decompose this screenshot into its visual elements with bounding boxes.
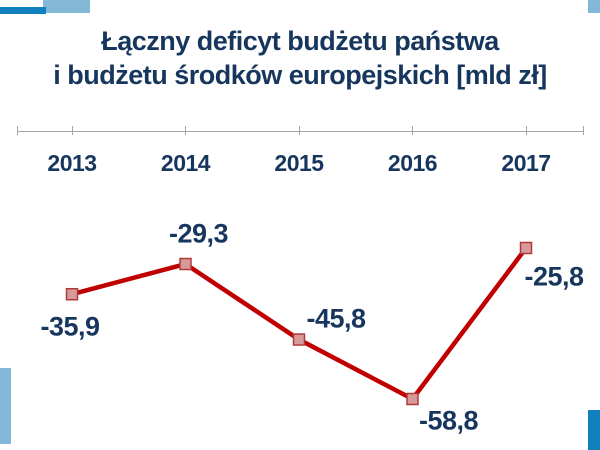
data-label-2016: -58,8 [418, 405, 479, 436]
data-point-marker-2015 [292, 333, 306, 346]
decor-top-right-square [588, 0, 600, 13]
x-axis-tick [298, 126, 300, 135]
data-point-marker-2014 [179, 257, 192, 271]
chart-title: Łączny deficyt budżetu państwa i budżetu… [0, 24, 600, 92]
deficit-series-line [71, 246, 528, 402]
x-axis-tick [582, 126, 584, 135]
data-point-marker-2016 [406, 392, 419, 406]
x-axis-tick [16, 126, 18, 135]
decor-top-left-dark-bar [0, 7, 46, 14]
data-label-2014: -29,3 [168, 218, 229, 249]
data-point-marker-2013 [65, 287, 79, 301]
x-axis-tick [525, 126, 527, 135]
chart-title-line1: Łączny deficyt budżetu państwa [101, 26, 499, 56]
data-label-2015: -45,8 [306, 303, 366, 334]
x-axis-tick [71, 126, 73, 135]
x-axis-label-2013: 2013 [47, 150, 97, 176]
decor-top-left-light-bar [43, 0, 90, 13]
chart-title-line2: i budżetu środków europejskich [mld zł] [53, 60, 547, 90]
x-axis-label-2017: 2017 [501, 150, 551, 176]
x-axis-label-2016: 2016 [387, 150, 438, 176]
data-label-2013: -35,9 [40, 311, 100, 342]
decor-bottom-right-bar [588, 410, 600, 450]
x-axis-tick [185, 126, 186, 135]
x-axis-tick [412, 126, 413, 135]
x-axis-label-2015: 2015 [274, 150, 324, 176]
x-axis-label-2014: 2014 [160, 150, 211, 176]
decor-bottom-left-bar [0, 368, 11, 444]
x-axis-line [17, 131, 583, 132]
data-point-marker-2017 [519, 241, 533, 255]
data-label-2017: -25,8 [524, 261, 584, 292]
